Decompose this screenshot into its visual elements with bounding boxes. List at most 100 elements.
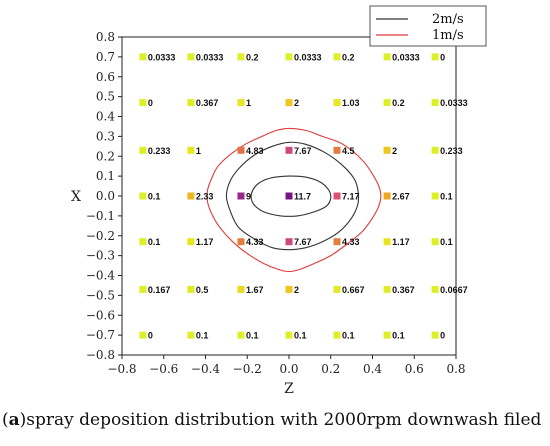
point-marker [383,146,391,154]
point-label: 0 [148,98,153,108]
y-tick-label: 0.8 [96,30,115,44]
data-point: 11.7 [285,192,311,202]
point-marker [333,146,341,154]
point-marker [333,53,341,61]
y-tick-label: 0.6 [96,70,115,84]
data-point: 0 [431,52,445,62]
data-point: 7.67 [285,146,312,156]
point-marker [237,146,245,154]
data-point: 0 [431,331,445,341]
point-marker [285,53,293,61]
point-marker [383,192,391,200]
point-marker [237,99,245,107]
point-label: 0.167 [148,285,171,295]
data-point: 0.0333 [431,98,468,108]
data-point: 0.233 [431,146,463,156]
data-point: 0.1 [431,192,453,202]
point-label: 2 [294,98,299,108]
point-label: 11.7 [294,192,311,202]
point-marker [237,285,245,293]
y-tick-label: 0.5 [96,90,115,104]
point-marker [285,331,293,339]
point-label: 0.367 [392,285,415,295]
point-label: 0 [148,331,153,341]
y-tick-label: −0.5 [86,288,115,302]
y-tick-label: 0.3 [96,129,115,143]
data-point: 0 [139,98,153,108]
data-point: 2 [285,285,299,295]
data-point: 0.667 [333,285,365,295]
point-marker [139,192,147,200]
data-point: 4.5 [333,146,355,156]
point-label: 0.667 [342,285,365,295]
data-point: 2 [383,146,397,156]
data-point: 7.67 [285,237,312,247]
point-marker [187,331,195,339]
point-label: 1.03 [342,98,360,108]
point-label: 0.0333 [148,52,176,62]
point-marker [139,285,147,293]
point-marker [333,192,341,200]
data-point: 4.33 [237,237,264,247]
data-point: 4.33 [333,237,360,247]
y-tick-label: −0.6 [86,308,115,322]
point-marker [285,285,293,293]
point-label: 1 [196,146,201,156]
axis-ticks: −0.8 −0.6 −0.4 −0.2 0.0 0.2 0.4 0.6 0.8 0.8 0.7 0.6… [86,30,466,376]
point-marker [237,238,245,246]
x-tick-label: 0.8 [446,362,465,376]
point-marker [139,238,147,246]
x-axis-label: Z [284,381,294,397]
data-point: 1.03 [333,98,360,108]
point-label: 0.5 [196,285,209,295]
data-point: 0.367 [383,285,415,295]
x-tick-label: 0.2 [321,362,340,376]
point-label: 4.33 [342,237,360,247]
point-marker [431,53,439,61]
data-point: 4.83 [237,146,264,156]
point-marker [333,285,341,293]
point-marker [139,99,147,107]
x-tick-label: −0.6 [149,362,178,376]
point-label: 2 [392,146,397,156]
point-label: 4.83 [246,146,264,156]
data-point: 0.2 [237,52,259,62]
point-label: 0.1 [342,331,355,341]
point-label: 0.1 [148,237,161,247]
point-marker [431,146,439,154]
point-marker [431,99,439,107]
point-marker [285,238,293,246]
point-label: 2 [294,285,299,295]
data-point: 0.1 [187,331,208,341]
point-label: 0.233 [148,146,171,156]
chart: 0.0333 0.0333 0.2 0.0333 0.2 0.0333 0 0 0.367 1 2 1… [71,5,487,397]
point-label: 0.2 [246,52,259,62]
point-label: 7.67 [294,146,312,156]
data-point: 1.67 [237,285,264,295]
point-marker [383,99,391,107]
data-points: 0.0333 0.0333 0.2 0.0333 0.2 0.0333 0 0 0.367 1 2 1… [139,52,468,341]
point-label: 2.33 [196,192,214,202]
legend-label: 1m/s [432,28,464,43]
point-marker [187,53,195,61]
data-point: 0.0333 [139,52,175,62]
point-marker [383,238,391,246]
point-marker [431,331,439,339]
point-marker [187,99,195,107]
point-label: 0.0333 [196,52,224,62]
legend-box [369,5,487,47]
point-label: 0.1 [440,192,453,202]
data-point: 0.167 [139,285,170,295]
point-label: 0.2 [392,98,405,108]
legend-label: 2m/s [432,12,464,27]
point-marker [431,238,439,246]
data-point: 1 [237,98,251,108]
data-point: 0.1 [383,331,405,341]
point-marker [237,53,245,61]
point-label: 0.367 [196,98,219,108]
x-tick-label: 0.4 [363,362,382,376]
data-point: 0.0333 [383,52,420,62]
point-label: 1.67 [246,285,264,295]
data-point: 0.0333 [187,52,223,62]
point-label: 1.17 [392,237,410,247]
